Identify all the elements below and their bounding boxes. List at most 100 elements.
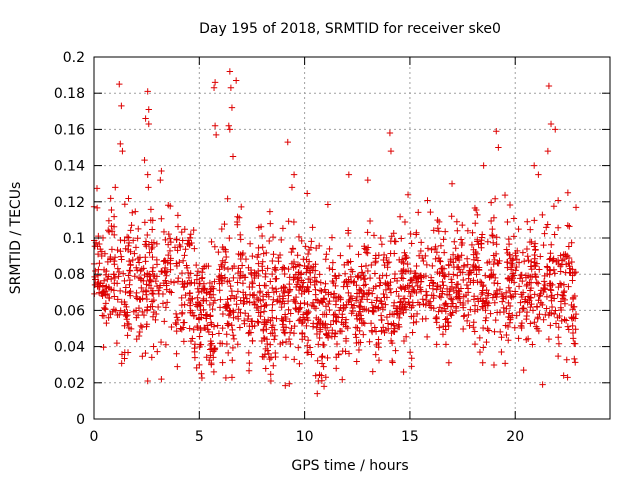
- data-point: [285, 265, 292, 273]
- data-point: [331, 333, 338, 340]
- data-point: [254, 253, 261, 261]
- data-point: [323, 324, 331, 332]
- data-point: [226, 68, 234, 75]
- data-point: [572, 359, 579, 366]
- data-point: [319, 353, 326, 360]
- data-point: [293, 305, 300, 313]
- data-point: [257, 309, 265, 316]
- data-point: [172, 310, 180, 318]
- data-point: [439, 288, 446, 295]
- data-point: [489, 232, 497, 240]
- data-point: [162, 341, 170, 348]
- data-point: [410, 319, 417, 326]
- data-point: [405, 288, 413, 295]
- data-point: [241, 320, 248, 327]
- data-point: [273, 275, 280, 282]
- data-point: [352, 297, 360, 304]
- data-point: [399, 301, 406, 309]
- data-point: [103, 319, 110, 327]
- data-point: [278, 236, 285, 244]
- data-point: [353, 312, 360, 319]
- data-point: [167, 266, 174, 273]
- data-point: [375, 339, 382, 347]
- data-point: [218, 225, 225, 233]
- data-point: [130, 237, 137, 244]
- data-point: [554, 197, 562, 204]
- data-point: [479, 324, 487, 332]
- data-point: [149, 226, 156, 233]
- data-point: [95, 279, 102, 286]
- data-point: [449, 300, 457, 307]
- data-point: [527, 226, 534, 233]
- data-point: [422, 288, 430, 295]
- data-point: [154, 303, 162, 311]
- data-point: [441, 228, 449, 235]
- data-point: [297, 270, 305, 277]
- data-point: [241, 274, 248, 281]
- data-point: [228, 104, 236, 111]
- data-point: [482, 317, 489, 324]
- y-tick-label: 0.12: [54, 195, 85, 211]
- data-point: [175, 274, 182, 282]
- data-point: [133, 335, 140, 343]
- data-point: [377, 234, 384, 242]
- data-point: [198, 370, 205, 377]
- data-point: [174, 316, 182, 324]
- data-point: [118, 102, 125, 110]
- data-point: [118, 256, 125, 263]
- data-point: [123, 315, 131, 323]
- data-point: [254, 304, 262, 312]
- data-point: [360, 272, 367, 279]
- data-point: [271, 265, 278, 273]
- data-point: [365, 289, 372, 296]
- data-point: [396, 310, 404, 318]
- data-point: [157, 176, 164, 184]
- data-point: [552, 307, 559, 314]
- data-point: [416, 301, 423, 308]
- data-point: [203, 289, 210, 296]
- data-point: [388, 357, 396, 365]
- data-point: [246, 359, 253, 367]
- data-point: [396, 256, 403, 264]
- data-point: [534, 325, 541, 332]
- data-point: [304, 309, 311, 317]
- data-point: [291, 322, 298, 330]
- data-point: [118, 298, 125, 306]
- data-point: [160, 228, 168, 236]
- data-point: [305, 246, 313, 254]
- data-point: [325, 289, 332, 296]
- data-point: [571, 355, 578, 363]
- data-point: [345, 289, 352, 297]
- data-point: [163, 299, 171, 306]
- data-point: [174, 363, 181, 370]
- data-point: [260, 308, 268, 315]
- data-point: [476, 348, 484, 356]
- data-point: [313, 278, 320, 285]
- data-point: [366, 338, 373, 345]
- data-point: [462, 291, 470, 299]
- data-point: [138, 284, 145, 292]
- data-point: [125, 195, 132, 202]
- data-point: [506, 276, 513, 284]
- data-point: [415, 252, 423, 259]
- data-point: [444, 318, 452, 326]
- data-point: [384, 320, 392, 327]
- data-point: [142, 115, 149, 122]
- data-point: [262, 301, 269, 309]
- data-point: [246, 322, 253, 330]
- data-point: [212, 131, 220, 139]
- data-point: [290, 274, 297, 281]
- data-point: [502, 293, 510, 301]
- data-point: [281, 289, 288, 296]
- data-point: [337, 252, 344, 259]
- data-point: [456, 266, 463, 273]
- data-point: [137, 322, 145, 330]
- data-point: [547, 322, 554, 329]
- data-point: [295, 317, 303, 324]
- data-point: [447, 257, 454, 265]
- data-point: [225, 320, 233, 328]
- data-point: [408, 240, 415, 247]
- data-point: [142, 349, 149, 357]
- data-point: [537, 253, 544, 260]
- data-point: [345, 171, 353, 178]
